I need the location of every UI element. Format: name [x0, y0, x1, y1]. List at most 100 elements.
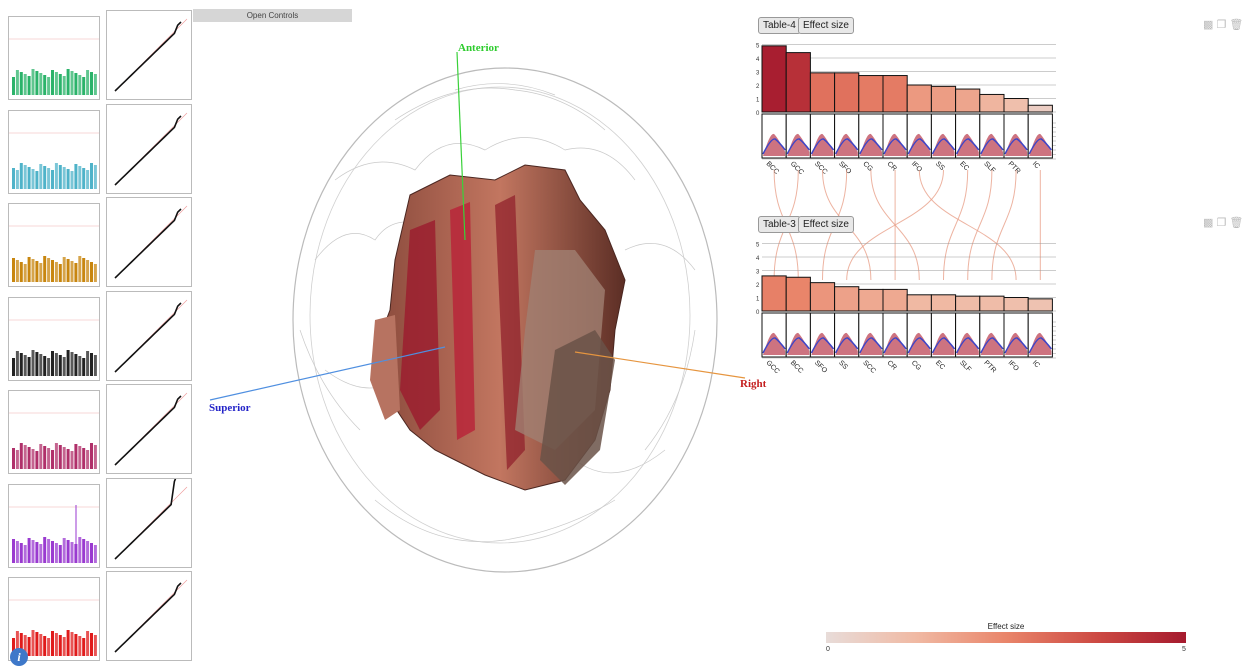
qq-plot[interactable]	[106, 103, 192, 194]
effect-bar	[1027, 104, 1053, 113]
table-3-bars[interactable]: 5 4 3 2 1 0 GCC BCC SFO SS SCC CR CG EC SLF PTR IFO IC	[756, 236, 1056, 396]
open-controls-button[interactable]: Open Controls	[193, 9, 352, 22]
distribution-red	[835, 133, 858, 156]
effect-bar	[930, 294, 957, 312]
effect-bar	[785, 52, 811, 113]
manhattan-bar	[31, 630, 35, 656]
manhattan-bar	[86, 350, 90, 376]
manhattan-bar	[35, 451, 39, 469]
manhattan-bar	[31, 449, 35, 469]
white-matter-tracts[interactable]	[370, 164, 626, 491]
manhattan-bar	[27, 257, 31, 282]
manhattan-bar	[86, 450, 90, 469]
qq-points	[114, 582, 182, 653]
manhattan-bar	[62, 166, 66, 189]
distribution-red	[908, 133, 931, 156]
distribution-red	[859, 133, 882, 156]
manhattan-bar	[47, 258, 51, 282]
y-tick: 4	[756, 256, 760, 262]
manhattan-bar	[58, 264, 62, 282]
region-label: PTR	[982, 359, 997, 374]
manhattan-bar	[31, 168, 35, 189]
manhattan-bar	[51, 450, 54, 469]
qq-plot[interactable]	[106, 384, 192, 474]
effect-bar	[882, 288, 908, 312]
qq-plot[interactable]	[106, 197, 192, 287]
manhattan-bar	[54, 542, 58, 563]
qq-plot[interactable]	[106, 10, 192, 100]
manhattan-bar	[66, 630, 70, 656]
manhattan-bar	[58, 164, 62, 189]
manhattan-plot[interactable]	[8, 577, 100, 661]
qq-points	[114, 114, 182, 186]
rank-link	[943, 170, 969, 280]
y-tick: 1	[756, 98, 760, 104]
panel-1-tools[interactable]: ▩ ❐ 🗑	[1203, 18, 1243, 31]
chart-icon[interactable]: ▩	[1203, 19, 1214, 31]
manhattan-bar	[54, 443, 58, 469]
chart-icon[interactable]: ▩	[1203, 217, 1214, 229]
manhattan-bar	[19, 542, 23, 563]
qq-plot[interactable]	[106, 468, 192, 568]
manhattan-bar	[23, 164, 27, 189]
manhattan-bar	[19, 162, 23, 189]
copy-icon[interactable]: ❐	[1216, 217, 1227, 229]
manhattan-bar	[90, 162, 93, 189]
info-icon[interactable]: i	[10, 648, 28, 666]
rank-link	[967, 170, 993, 280]
brain-render[interactable]	[195, 30, 785, 600]
manhattan-bar	[39, 634, 43, 656]
distribution-blue	[931, 337, 956, 354]
y-tick: 0	[756, 111, 760, 117]
manhattan-bar	[31, 69, 35, 95]
manhattan-bar	[27, 76, 31, 95]
manhattan-bar	[35, 351, 39, 376]
manhattan-bar	[23, 354, 27, 376]
region-label: SLF	[958, 359, 972, 373]
distribution-red	[1029, 332, 1052, 355]
trash-icon[interactable]: 🗑	[1229, 217, 1244, 229]
copy-icon[interactable]: ❐	[1216, 19, 1227, 31]
manhattan-bar	[54, 262, 58, 282]
panel-2-tools[interactable]: ▩ ❐ 🗑	[1203, 216, 1243, 229]
manhattan-bar	[15, 450, 19, 469]
manhattan-plot[interactable]	[8, 16, 100, 100]
table-3-button[interactable]: Table-3	[758, 216, 801, 233]
manhattan-plot[interactable]	[8, 109, 100, 194]
manhattan-bar	[15, 169, 19, 189]
manhattan-bar	[47, 638, 51, 656]
table-4-button[interactable]: Table-4	[758, 17, 801, 34]
rank-link	[918, 170, 1017, 280]
y-tick: 3	[756, 71, 760, 77]
manhattan-bar	[12, 357, 15, 376]
effect-size-button-2[interactable]: Effect size	[798, 216, 854, 233]
region-label: CR	[886, 359, 898, 371]
gwas-row	[8, 571, 192, 661]
distribution-red	[980, 133, 1003, 156]
distribution-red	[763, 332, 786, 355]
manhattan-bar	[82, 448, 86, 469]
effect-bar	[761, 275, 787, 312]
distribution-red	[811, 133, 834, 156]
qq-plot[interactable]	[106, 571, 192, 661]
manhattan-bar	[70, 451, 74, 469]
gwas-row	[8, 468, 192, 568]
gwas-row	[8, 197, 192, 287]
distribution-blue	[834, 138, 859, 155]
brain-3d-viewer[interactable]: Anterior Superior Right	[195, 30, 785, 600]
manhattan-plot[interactable]	[8, 296, 100, 381]
distribution-red	[1005, 133, 1028, 156]
manhattan-bar	[66, 259, 70, 282]
qq-plot[interactable]	[106, 290, 192, 381]
manhattan-bar	[54, 633, 58, 656]
effect-size-button-1[interactable]: Effect size	[798, 17, 854, 34]
region-label: SFO	[813, 359, 829, 375]
manhattan-plot[interactable]	[8, 483, 100, 568]
effect-bar	[785, 276, 811, 312]
manhattan-bar	[66, 539, 70, 563]
manhattan-plot[interactable]	[8, 390, 100, 474]
manhattan-bar	[62, 537, 66, 563]
trash-icon[interactable]: 🗑	[1229, 19, 1244, 31]
manhattan-plot[interactable]	[8, 203, 100, 287]
